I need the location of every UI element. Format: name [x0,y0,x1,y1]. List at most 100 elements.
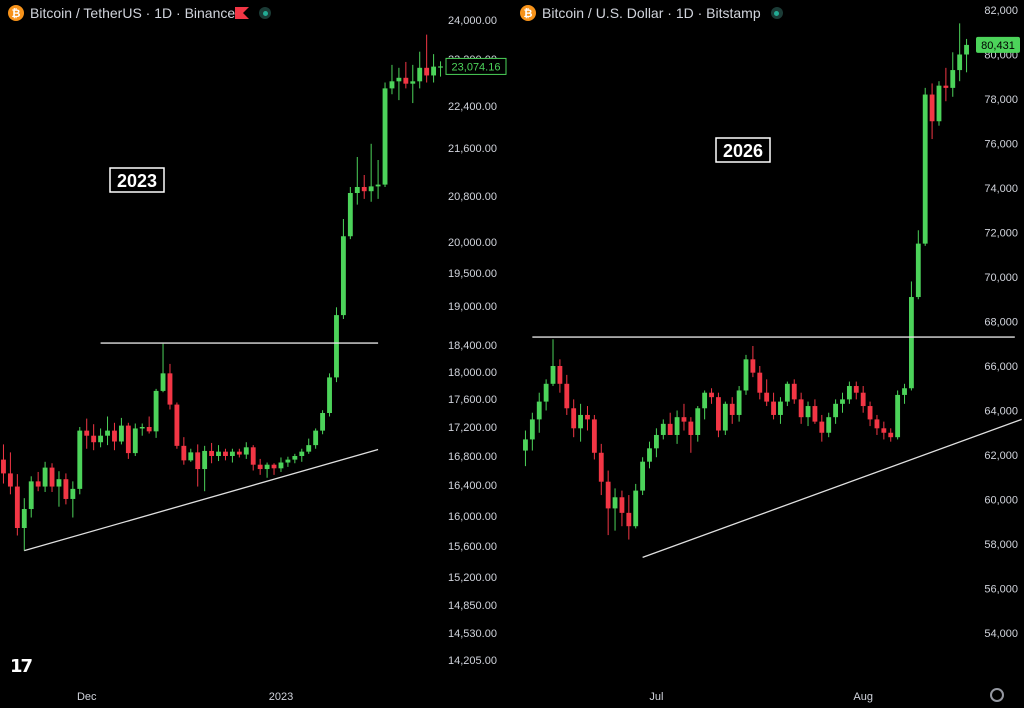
candle-body [271,464,277,469]
candle [550,339,556,387]
candle [964,38,969,73]
candle-body [167,373,173,405]
candle [347,187,353,240]
candle [292,453,298,464]
candle-body [716,397,721,431]
candle-body [70,488,76,499]
candle-body [98,435,104,443]
x-tick-label: Dec [77,691,97,703]
flag-icon[interactable] [235,7,250,19]
candle-body [922,94,928,244]
candle-body [389,81,395,89]
y-tick-label: 18,000.00 [448,367,497,379]
candle [640,457,646,496]
candle [757,366,763,400]
candle-body [118,425,124,442]
candle [812,399,818,424]
candle-body [132,428,138,454]
candle-body [216,451,221,456]
y-tick-label: 22,400.00 [448,101,497,113]
y-tick-label: 14,850.00 [448,600,497,612]
candle [943,67,949,102]
candle [84,418,90,449]
candle [98,428,104,448]
chart-title-left[interactable]: Bitcoin / TetherUS · 1D · Binance [30,5,236,21]
candle [257,458,263,475]
candle [598,443,604,496]
y-tick-label: 62,000 [984,450,1018,462]
year-annotation-box [109,167,165,193]
candlestick-chart-right[interactable]: 82,00080,00078,00076,00074,00072,00070,0… [512,0,1024,708]
candle [118,417,124,445]
candle-body [223,451,228,456]
candle [612,488,618,531]
candle-body [264,464,270,470]
y-tick-label: 70,000 [984,272,1018,284]
candle [368,143,374,202]
candle-body [722,403,728,431]
candle [417,51,423,89]
y-tick-label: 74,000 [984,183,1018,195]
candle-body [63,479,69,499]
candle [14,474,20,536]
candle-body [681,417,687,422]
candle-body [784,383,790,402]
candle-body [743,359,749,391]
chart-panel-right[interactable]: 82,000 80,000 78,000 76,000 74,000 72,000 70,0… [512,0,1024,708]
gear-icon[interactable] [990,688,1004,702]
candle [529,412,535,451]
candle [688,417,694,453]
candle [578,403,583,442]
candle-body [424,67,430,76]
candle [895,390,901,440]
last-price-badge-label: 23,074.16 [452,61,501,73]
candle [7,452,13,495]
candle-body [750,359,756,373]
candle-body [591,419,597,453]
symbol-header-left[interactable]: ₿ Bitcoin / TetherUS · 1D · Binance [8,5,272,21]
candle-body [929,94,935,122]
candle [202,445,208,492]
candle-body [91,435,97,443]
candle-body [585,414,590,420]
candle [709,388,714,404]
candle [936,81,942,126]
candle-body [936,85,942,122]
chart-panel-left[interactable]: 24,000.0023,200.0022,400.0021,600.0020,8… [0,0,512,708]
candle-body [229,451,235,456]
candle-body [550,366,556,384]
candle-body [1,459,6,474]
candle-body [867,406,873,420]
candle [764,379,770,407]
candle [585,406,590,431]
last-price-badge-label: 80,431 [981,40,1015,52]
candle [653,428,659,458]
candle-body [146,427,152,432]
y-tick-label: 16,000.00 [448,511,497,523]
candle [188,448,194,462]
candle-body [812,406,818,422]
candle-body [571,408,577,429]
candle-body [702,392,708,409]
candle [1,444,6,484]
chart-title-right[interactable]: Bitcoin / U.S. Dollar · 1D · Bitstamp [542,5,761,21]
candle [70,481,76,518]
y-tick-label: 82,000 [984,5,1018,17]
candle [153,388,159,438]
support-line [642,418,1022,558]
candle [243,442,249,459]
symbol-header-right[interactable]: ₿ Bitcoin / U.S. Dollar · 1D · Bitstamp [520,5,783,21]
candle [798,392,804,424]
candle [674,410,680,444]
candle [264,462,270,478]
candle-body [819,421,825,433]
tradingview-logo-icon[interactable]: 17 [10,656,33,677]
candle [571,399,577,438]
candle-body [334,315,339,378]
candle-body [236,451,242,455]
candle [42,461,48,492]
candlestick-chart-left[interactable]: 24,000.0023,200.0022,400.0021,600.0020,8… [0,0,512,708]
candle [915,230,921,300]
candle-body [647,448,652,462]
x-tick-label: 2023 [269,691,293,703]
